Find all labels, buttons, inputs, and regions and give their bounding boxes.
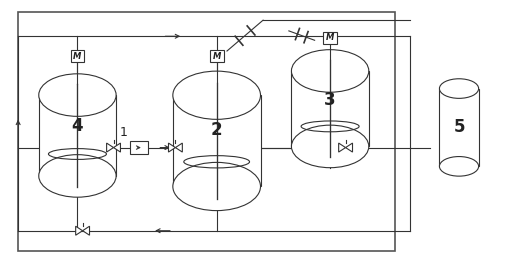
Text: 5: 5 [453, 118, 465, 137]
Bar [18, 12, 394, 251]
Bar [323, 32, 337, 44]
Ellipse shape [291, 50, 369, 92]
Polygon shape [168, 143, 176, 152]
Text: M: M [73, 52, 82, 61]
Polygon shape [107, 143, 114, 152]
Polygon shape [345, 143, 353, 152]
Bar [210, 50, 224, 62]
Text: 4: 4 [71, 117, 83, 135]
Bar [291, 71, 369, 146]
Bar [40, 123, 115, 157]
Bar [173, 127, 259, 165]
Bar [70, 50, 84, 62]
Bar [439, 89, 479, 166]
Ellipse shape [291, 125, 369, 168]
Bar [130, 141, 148, 154]
Text: M: M [213, 52, 221, 61]
Polygon shape [176, 143, 182, 152]
Ellipse shape [439, 79, 479, 98]
Polygon shape [339, 143, 345, 152]
Ellipse shape [39, 74, 116, 116]
Bar [173, 95, 260, 186]
Polygon shape [83, 226, 90, 235]
Text: M: M [326, 33, 334, 42]
Text: 2: 2 [211, 121, 222, 139]
Ellipse shape [439, 157, 479, 176]
Polygon shape [114, 143, 120, 152]
Text: 1: 1 [120, 126, 128, 139]
Bar [292, 97, 368, 129]
Ellipse shape [173, 71, 260, 119]
Ellipse shape [39, 155, 116, 197]
Text: 3: 3 [324, 91, 336, 109]
Ellipse shape [173, 162, 260, 211]
Bar [39, 95, 116, 176]
Polygon shape [76, 226, 83, 235]
